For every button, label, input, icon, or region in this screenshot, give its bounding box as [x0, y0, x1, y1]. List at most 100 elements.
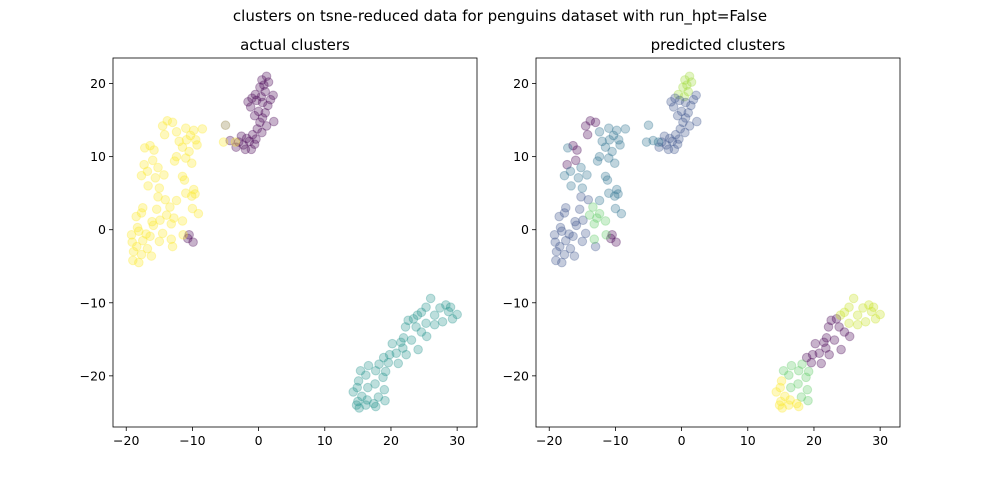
data-point	[157, 121, 168, 131]
scatter-panel-2: predicted clusters −20 −10 0 10 20 30 20 10 0 −10 −…	[503, 36, 901, 448]
data-point	[370, 365, 381, 376]
data-point	[564, 229, 574, 239]
data-point	[801, 372, 811, 383]
data-point	[667, 136, 678, 147]
data-point	[611, 237, 621, 247]
data-point	[664, 133, 675, 144]
points-group	[549, 71, 885, 413]
x-tick-label: 30	[872, 433, 888, 448]
data-point	[683, 86, 694, 97]
data-point	[834, 322, 844, 332]
data-point	[131, 211, 141, 222]
data-point	[255, 117, 265, 128]
data-point	[568, 231, 578, 242]
data-point	[263, 100, 273, 111]
data-point	[670, 129, 681, 140]
data-point	[134, 226, 144, 236]
data-point	[560, 202, 571, 213]
data-point	[604, 188, 614, 198]
data-point	[678, 82, 688, 93]
data-point	[836, 344, 846, 355]
data-point	[157, 228, 168, 239]
data-point	[680, 127, 690, 138]
data-point	[354, 403, 365, 413]
data-point	[775, 382, 786, 393]
data-point	[807, 349, 818, 360]
data-point	[659, 131, 670, 141]
data-point	[363, 360, 374, 371]
data-point	[654, 142, 664, 152]
data-point	[126, 230, 137, 240]
data-point	[604, 135, 615, 145]
y-tick-label: −10	[80, 295, 106, 310]
data-point	[220, 120, 231, 131]
data-point	[247, 129, 258, 140]
data-point	[691, 90, 701, 101]
data-point	[839, 307, 850, 318]
data-point	[184, 230, 194, 240]
data-point	[560, 235, 571, 246]
data-point	[570, 155, 581, 166]
data-point	[146, 251, 157, 261]
data-point	[678, 117, 688, 128]
data-point	[148, 220, 159, 231]
data-point	[814, 348, 825, 359]
data-point	[187, 203, 198, 214]
data-point	[670, 93, 680, 103]
y-tick-label: 0	[521, 222, 529, 237]
data-point	[831, 314, 842, 324]
data-point	[443, 306, 454, 317]
data-point	[610, 203, 621, 214]
data-point	[554, 211, 564, 222]
data-point	[577, 236, 588, 247]
data-point	[240, 144, 251, 155]
data-point	[675, 124, 686, 134]
data-point	[260, 108, 271, 118]
data-point	[429, 319, 440, 330]
axes-title: actual clusters	[240, 36, 350, 54]
data-point	[607, 230, 617, 240]
data-point	[185, 130, 196, 141]
data-point	[166, 234, 177, 245]
data-point	[383, 357, 394, 368]
data-point	[778, 365, 789, 376]
data-point	[132, 222, 143, 233]
data-point	[245, 102, 256, 112]
data-point	[134, 257, 144, 268]
data-point	[128, 255, 138, 266]
data-point	[680, 75, 690, 85]
data-point	[169, 156, 180, 166]
figure-title: clusters on tsne-reduced data for pengui…	[232, 7, 768, 25]
data-point	[615, 140, 625, 150]
data-point	[167, 241, 178, 252]
x-tick-label: 20	[806, 433, 822, 448]
data-point	[663, 144, 674, 155]
data-point	[257, 97, 268, 108]
data-point	[145, 140, 155, 151]
data-point	[421, 318, 431, 329]
data-point	[816, 358, 827, 369]
data-point	[251, 134, 261, 144]
data-point	[680, 97, 691, 108]
data-point	[361, 400, 371, 410]
data-point	[557, 257, 567, 268]
data-point	[147, 155, 158, 166]
data-point	[403, 315, 413, 326]
data-point	[776, 396, 786, 407]
data-point	[819, 337, 829, 348]
data-point	[184, 146, 194, 157]
data-point	[801, 352, 812, 363]
data-point	[559, 170, 570, 181]
data-point	[672, 110, 683, 121]
data-point	[549, 230, 560, 240]
data-point	[661, 140, 672, 150]
data-point	[154, 183, 165, 193]
data-point	[257, 75, 267, 85]
data-point	[684, 121, 695, 131]
data-point	[192, 140, 202, 150]
data-point	[559, 208, 570, 218]
data-point	[600, 142, 611, 152]
data-point	[179, 175, 190, 185]
